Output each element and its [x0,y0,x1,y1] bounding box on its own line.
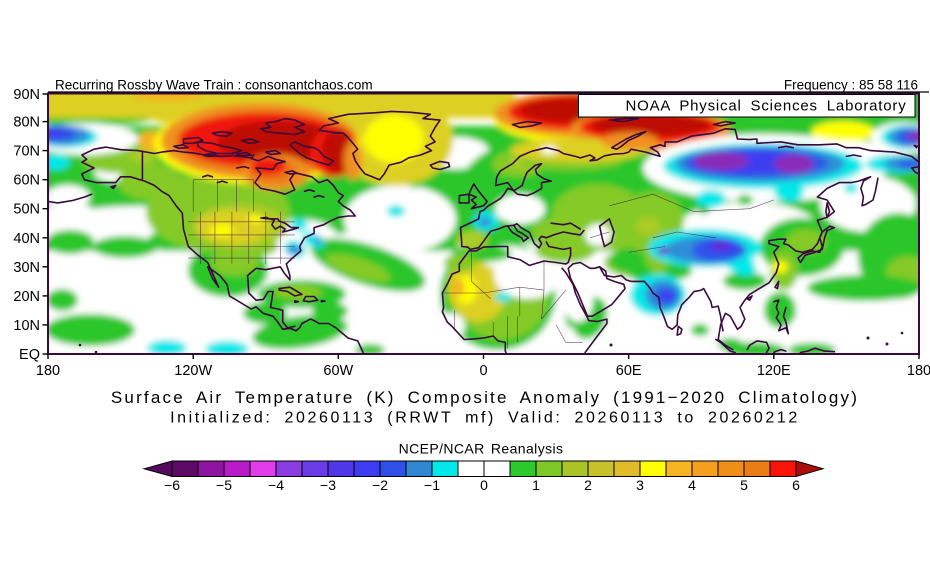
svg-text:−2: −2 [372,477,388,493]
svg-text:−4: −4 [268,477,284,493]
svg-text:30N: 30N [13,260,40,276]
svg-text:−5: −5 [216,477,232,493]
svg-text:Surface Air Temperature (K) Co: Surface Air Temperature (K) Composite An… [111,388,859,407]
svg-text:−3: −3 [320,477,336,493]
svg-text:1: 1 [532,477,540,493]
svg-text:Frequency : 85 58 116: Frequency : 85 58 116 [784,78,918,93]
svg-text:4: 4 [688,477,696,493]
svg-text:120E: 120E [757,363,791,379]
svg-text:NOAA Physical Sciences Laborat: NOAA Physical Sciences Laboratory [625,98,906,115]
svg-text:6: 6 [792,477,800,493]
svg-text:2: 2 [584,477,592,493]
svg-text:20N: 20N [13,289,40,305]
svg-text:NCEP/NCAR Reanalysis: NCEP/NCAR Reanalysis [399,441,564,457]
svg-text:5: 5 [740,477,748,493]
svg-text:40N: 40N [13,231,40,247]
svg-text:60W: 60W [323,363,353,379]
svg-text:120W: 120W [174,363,212,379]
svg-text:180: 180 [36,363,60,379]
svg-text:10N: 10N [13,318,40,334]
svg-text:90N: 90N [13,87,40,103]
svg-text:Initialized: 20260113 (RRWT mf: Initialized: 20260113 (RRWT mf) Valid: 2… [170,410,800,427]
svg-text:0: 0 [479,363,487,379]
svg-text:80N: 80N [13,115,40,131]
svg-text:−1: −1 [424,477,440,493]
svg-text:180: 180 [907,363,930,379]
svg-text:50N: 50N [13,202,40,218]
svg-text:70N: 70N [13,144,40,160]
svg-text:EQ: EQ [19,347,40,363]
svg-text:0: 0 [480,477,488,493]
svg-text:60E: 60E [616,363,642,379]
svg-text:−6: −6 [164,477,180,493]
svg-text:3: 3 [636,477,644,493]
svg-text:Recurring Rossby Wave Train :: Recurring Rossby Wave Train : consonantc… [55,78,373,93]
svg-text:60N: 60N [13,173,40,189]
